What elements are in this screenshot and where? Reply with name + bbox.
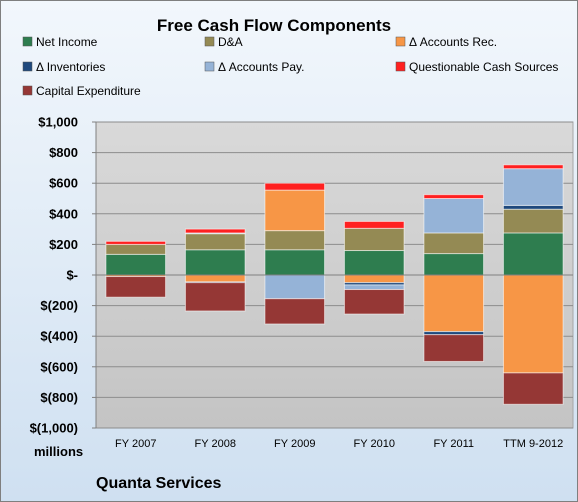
bar-questionable-cash-sources <box>502 164 564 170</box>
chart-title: Free Cash Flow Components <box>157 16 391 35</box>
x-axis: FY 2007 FY 2008 FY 2009 FY 2010 FY 2011 TTM 9… <box>96 274 573 450</box>
y-tick-label: $(200) <box>40 298 78 313</box>
x-tick-label: FY 2010 <box>354 438 395 450</box>
y-axis: $1,000 $800 $600 $400 $200 $- $(200) $(400) $(60… <box>30 115 97 436</box>
y-tick-label: $200 <box>49 237 78 252</box>
bar-delta-accounts-rec <box>184 274 246 283</box>
legend-swatch <box>22 61 33 72</box>
bar-danda <box>184 233 246 251</box>
bar-delta-accounts-pay <box>343 284 405 291</box>
company-label: Quanta Services <box>96 475 222 492</box>
bar-net-income <box>502 232 564 276</box>
bar-delta-accounts-rec <box>423 274 485 333</box>
legend-item-delta-accounts-rec: Δ Accounts Rec. <box>395 35 497 49</box>
bar-capital-expenditure <box>502 372 564 405</box>
legend-label: D&A <box>218 35 243 49</box>
y-tick-label: $(1,000) <box>30 421 78 436</box>
y-tick-label: $1,000 <box>38 115 78 130</box>
legend-label: Net Income <box>36 35 98 49</box>
x-tick-label: FY 2009 <box>274 438 315 450</box>
legend-swatch <box>395 36 406 47</box>
bar-delta-accounts-rec <box>264 189 326 232</box>
bar-questionable-cash-sources <box>184 228 246 234</box>
bar-net-income <box>264 249 326 276</box>
bars <box>105 164 564 405</box>
legend-swatch <box>204 61 215 72</box>
legend-item-capital-expenditure: Capital Expenditure <box>22 84 141 98</box>
bar-net-income <box>423 253 485 276</box>
legend-label: Δ Inventories <box>36 60 105 74</box>
bar-delta-accounts-pay <box>423 198 485 234</box>
bar-net-income <box>184 249 246 276</box>
bar-questionable-cash-sources <box>343 220 405 229</box>
legend-swatch <box>22 36 33 47</box>
bar-capital-expenditure <box>343 289 405 315</box>
legend-item-net-income: Net Income <box>22 35 98 49</box>
legend-item-questionable-cash-sources: Questionable Cash Sources <box>395 60 558 74</box>
y-tick-label: $800 <box>49 145 78 160</box>
legend-item-danda: D&A <box>204 35 243 49</box>
bar-delta-accounts-pay <box>264 274 326 300</box>
bar-net-income <box>105 253 167 276</box>
legend-item-delta-inventories: Δ Inventories <box>22 60 105 74</box>
bar-questionable-cash-sources <box>423 194 485 200</box>
bar-delta-accounts-rec <box>502 274 564 374</box>
y-tick-label: $(600) <box>40 359 78 374</box>
bar-danda <box>423 232 485 255</box>
bar-capital-expenditure <box>184 282 246 312</box>
bar-net-income <box>343 250 405 276</box>
legend-swatch <box>204 36 215 47</box>
y-tick-label: $(400) <box>40 329 78 344</box>
legend-label: Δ Accounts Rec. <box>409 35 497 49</box>
bar-delta-inventories <box>502 204 564 210</box>
bar-danda <box>343 227 405 252</box>
legend-item-delta-accounts-pay: Δ Accounts Pay. <box>204 60 305 74</box>
y-tick-label: $(800) <box>40 390 78 405</box>
unit-label: millions <box>34 444 83 459</box>
bar-questionable-cash-sources <box>105 240 167 245</box>
bar-questionable-cash-sources <box>264 182 326 191</box>
x-tick-label: FY 2007 <box>115 438 156 450</box>
legend-label: Δ Accounts Pay. <box>218 60 305 74</box>
bar-delta-accounts-rec <box>343 274 405 284</box>
bar-capital-expenditure <box>264 298 326 325</box>
bar-capital-expenditure <box>105 276 167 298</box>
legend-label: Capital Expenditure <box>36 84 141 98</box>
bar-danda <box>264 230 326 251</box>
y-tick-label: $600 <box>49 176 78 191</box>
x-tick-label: TTM 9-2012 <box>503 438 563 450</box>
bar-capital-expenditure <box>423 334 485 362</box>
y-tick-label: $400 <box>49 206 78 221</box>
x-tick-label: FY 2008 <box>195 438 236 450</box>
x-tick-label: FY 2011 <box>433 438 474 450</box>
bar-danda <box>105 243 167 255</box>
bar-delta-accounts-pay <box>502 168 564 206</box>
bar-danda <box>502 208 564 234</box>
legend: Net Income D&A Δ Accounts Rec. Δ Inventorie… <box>22 35 558 98</box>
legend-label: Questionable Cash Sources <box>409 60 558 74</box>
y-tick-label: $- <box>66 268 78 283</box>
legend-swatch <box>395 61 406 72</box>
legend-swatch <box>22 85 33 96</box>
